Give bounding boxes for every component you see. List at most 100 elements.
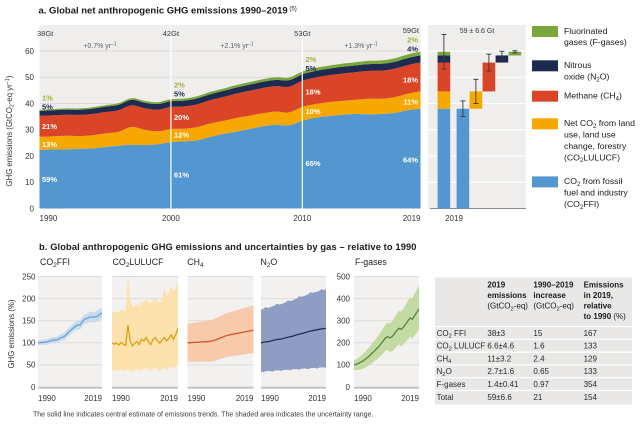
svg-text:b. Global anthropogenic GHG em: b. Global anthropogenic GHG emissions an…	[39, 242, 417, 252]
svg-text:65%: 65%	[306, 159, 321, 168]
svg-text:2019: 2019	[487, 281, 505, 290]
svg-text:2%: 2%	[306, 55, 317, 64]
svg-text:Net CO2 from land: Net CO2 from land	[564, 118, 635, 130]
svg-text:a. Global net anthropogenic GH: a. Global net anthropogenic GHG emission…	[39, 6, 297, 17]
svg-text:59 ± 6.6 Gt: 59 ± 6.6 Gt	[460, 28, 495, 35]
svg-text:1.6: 1.6	[533, 342, 545, 351]
svg-text:+1.3% yr–1: +1.3% yr–1	[344, 42, 378, 51]
svg-text:Fluorinated: Fluorinated	[564, 26, 608, 36]
svg-text:to 1990 (%): to 1990 (%)	[584, 312, 627, 321]
svg-text:2019: 2019	[160, 394, 178, 403]
svg-text:1%: 1%	[42, 93, 53, 102]
svg-text:N2O: N2O	[261, 257, 278, 269]
svg-text:2019: 2019	[84, 394, 102, 403]
svg-text:GHG emissions (%): GHG emissions (%)	[7, 299, 16, 368]
svg-text:50: 50	[27, 361, 36, 370]
svg-text:Methane (CH4): Methane (CH4)	[564, 91, 622, 103]
svg-text:gases (F-gases): gases (F-gases)	[564, 37, 627, 47]
svg-text:250: 250	[22, 272, 36, 281]
svg-text:53Gt: 53Gt	[294, 29, 311, 38]
svg-text:13%: 13%	[42, 140, 57, 149]
svg-text:(GtCO2-eq): (GtCO2-eq)	[533, 302, 574, 313]
svg-text:CO2 from fossil: CO2 from fossil	[564, 176, 622, 188]
svg-text:1990: 1990	[38, 394, 56, 403]
svg-text:11%: 11%	[403, 97, 418, 106]
svg-text:F-gases: F-gases	[437, 380, 466, 389]
svg-text:10: 10	[25, 178, 34, 187]
svg-text:2019: 2019	[401, 394, 419, 403]
svg-text:5%: 5%	[174, 89, 185, 98]
svg-text:0: 0	[30, 204, 35, 213]
svg-text:0: 0	[346, 383, 351, 392]
svg-text:2.4: 2.4	[533, 354, 545, 363]
svg-text:increase: increase	[533, 291, 566, 300]
svg-text:60: 60	[25, 47, 34, 56]
svg-text:20%: 20%	[174, 113, 189, 122]
svg-text:100: 100	[337, 361, 351, 370]
svg-text:38±3: 38±3	[487, 329, 505, 338]
svg-text:use, land use: use, land use	[564, 130, 616, 140]
svg-text:300: 300	[337, 317, 351, 326]
svg-text:CH4: CH4	[187, 257, 204, 269]
svg-text:12%: 12%	[174, 131, 189, 140]
svg-text:1990: 1990	[188, 394, 206, 403]
svg-text:F-gases: F-gases	[355, 257, 387, 267]
svg-text:40: 40	[25, 99, 34, 108]
svg-text:+2.1% yr–1: +2.1% yr–1	[220, 42, 254, 51]
svg-text:2019: 2019	[403, 214, 421, 223]
svg-text:1990: 1990	[354, 394, 372, 403]
svg-text:167: 167	[584, 329, 598, 338]
svg-text:129: 129	[584, 354, 598, 363]
svg-text:Total: Total	[437, 393, 454, 402]
svg-text:21: 21	[533, 393, 542, 402]
svg-text:500: 500	[337, 272, 351, 281]
svg-text:CO2LULUCF: CO2LULUCF	[113, 257, 165, 269]
svg-text:200: 200	[22, 294, 36, 303]
svg-text:1990: 1990	[112, 394, 130, 403]
svg-text:1990: 1990	[40, 214, 58, 223]
svg-text:133: 133	[584, 367, 598, 376]
svg-text:5%: 5%	[42, 102, 53, 111]
svg-text:1.4±0.41: 1.4±0.41	[487, 380, 519, 389]
svg-text:2000: 2000	[162, 214, 180, 223]
svg-text:21%: 21%	[42, 122, 57, 131]
svg-text:30: 30	[25, 126, 34, 135]
svg-text:400: 400	[337, 294, 351, 303]
svg-text:59%: 59%	[42, 175, 57, 184]
svg-text:133: 133	[584, 342, 598, 351]
svg-text:The solid line indicates centr: The solid line indicates central estimat…	[33, 412, 373, 419]
svg-text:0.65: 0.65	[533, 367, 549, 376]
svg-text:38Gt: 38Gt	[37, 29, 54, 38]
svg-text:CO2 FFI: CO2 FFI	[437, 329, 466, 340]
svg-text:200: 200	[337, 339, 351, 348]
svg-text:2010: 2010	[293, 214, 311, 223]
svg-text:+0.7% yr–1: +0.7% yr–1	[83, 42, 117, 51]
svg-text:(GtCO2-eq): (GtCO2-eq)	[487, 302, 528, 313]
svg-text:1990: 1990	[261, 394, 279, 403]
svg-text:11±3.2: 11±3.2	[487, 354, 511, 363]
svg-text:20: 20	[25, 152, 34, 161]
svg-text:100: 100	[22, 339, 36, 348]
svg-text:18%: 18%	[403, 75, 418, 84]
svg-text:fuel and industry: fuel and industry	[564, 188, 628, 198]
svg-text:0: 0	[31, 383, 36, 392]
svg-text:(CO2LULUCF): (CO2LULUCF)	[564, 152, 620, 164]
svg-text:5%: 5%	[306, 64, 317, 73]
svg-text:emissions: emissions	[487, 291, 527, 300]
svg-text:2019: 2019	[236, 394, 254, 403]
svg-text:4%: 4%	[407, 44, 418, 53]
svg-text:154: 154	[584, 393, 598, 402]
svg-text:64%: 64%	[403, 155, 418, 164]
svg-text:50: 50	[25, 73, 34, 82]
svg-text:Emissions: Emissions	[584, 281, 625, 290]
svg-text:relative: relative	[584, 302, 613, 311]
svg-text:CH4: CH4	[437, 354, 453, 365]
svg-text:15: 15	[533, 329, 542, 338]
svg-text:oxide (N2O): oxide (N2O)	[564, 72, 609, 84]
svg-text:59Gt: 59Gt	[403, 26, 420, 35]
svg-text:GHG emissions (GtCO2-eq yr–1): GHG emissions (GtCO2-eq yr–1)	[5, 75, 16, 186]
svg-text:CO2FFI: CO2FFI	[40, 257, 70, 269]
svg-text:150: 150	[22, 317, 36, 326]
svg-text:N2O: N2O	[437, 367, 452, 378]
svg-text:59±6.6: 59±6.6	[487, 393, 512, 402]
